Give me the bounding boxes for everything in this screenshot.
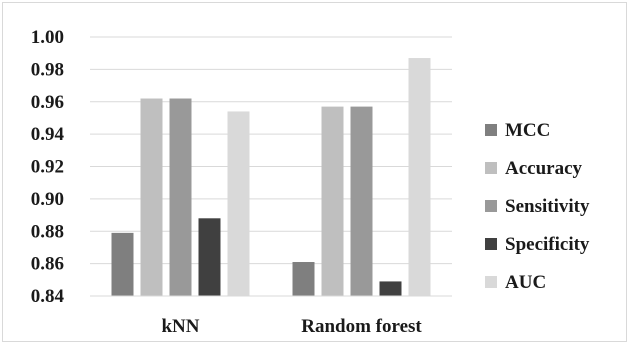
bar-accuracy-random-forest (321, 106, 344, 296)
bar-auc-knn (227, 111, 250, 297)
bar-sensitivity-random-forest (350, 106, 373, 296)
legend-label: Sensitivity (505, 196, 590, 217)
bar-mcc-knn (111, 232, 134, 296)
y-tick-label: 0.92 (31, 157, 64, 178)
y-axis-ticks: 1.00 0.98 0.96 0.94 0.92 0.90 0.88 0.86 0.84 (31, 27, 65, 307)
y-tick-label: 0.86 (31, 254, 64, 275)
y-tick-label: 1.00 (31, 27, 64, 48)
legend-label: AUC (505, 272, 546, 293)
bar-specificity-knn (198, 218, 221, 296)
bar-mcc-random-forest (292, 262, 315, 296)
y-tick-label: 0.84 (31, 286, 65, 307)
bar-specificity-random-forest (379, 281, 402, 296)
y-tick-label: 0.88 (31, 221, 64, 242)
y-tick-label: 0.90 (31, 189, 64, 210)
y-tick-label: 0.96 (31, 92, 64, 113)
bars (111, 58, 431, 297)
x-axis-categories: kNN Random forest (161, 316, 422, 337)
x-category-label: kNN (161, 316, 199, 337)
bar-auc-random-forest (408, 58, 431, 297)
legend: MCC Accuracy Sensitivity Specificity AUC (485, 120, 590, 293)
legend-swatch (485, 200, 497, 212)
legend-label: Specificity (505, 234, 590, 255)
bar-accuracy-knn (140, 98, 163, 296)
bar-sensitivity-knn (169, 98, 192, 296)
legend-label: Accuracy (505, 158, 583, 179)
legend-swatch (485, 124, 497, 136)
y-tick-label: 0.98 (31, 59, 64, 80)
legend-swatch (485, 276, 497, 288)
y-tick-label: 0.94 (31, 124, 65, 145)
legend-label: MCC (505, 120, 550, 141)
x-category-label: Random forest (301, 316, 422, 337)
legend-swatch (485, 162, 497, 174)
legend-swatch (485, 238, 497, 250)
